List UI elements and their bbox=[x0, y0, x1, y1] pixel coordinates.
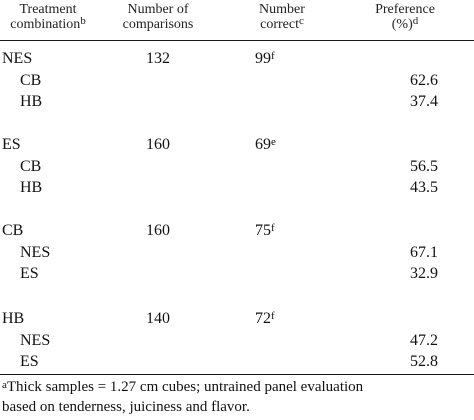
header-comparisons-line2: comparisons bbox=[122, 17, 194, 32]
correct-number: 99 bbox=[255, 50, 271, 67]
header-correct-text: correct bbox=[260, 17, 299, 32]
header-preference-sup: d bbox=[412, 15, 419, 27]
preference-value: 43.5 bbox=[410, 179, 438, 196]
correct-value: 69e bbox=[255, 136, 276, 154]
footnote-line1: aThick samples = 1.27 cm cubes; untraine… bbox=[2, 378, 363, 396]
preference-value: 62.6 bbox=[410, 72, 438, 89]
footnote-text1: Thick samples = 1.27 cm cubes; untrained… bbox=[6, 379, 364, 395]
correct-value: 99f bbox=[255, 50, 275, 68]
correct-sup: e bbox=[271, 136, 276, 148]
header-preference-line1: Preference bbox=[375, 2, 435, 17]
correct-number: 72 bbox=[255, 310, 271, 327]
footnote-marker: a bbox=[2, 379, 7, 391]
preference-value: 52.8 bbox=[410, 353, 438, 370]
header-preference-line2: (%)d bbox=[362, 15, 448, 32]
correct-number: 75 bbox=[255, 222, 271, 239]
comparisons-value: 132 bbox=[146, 50, 170, 67]
header-correct-sup: c bbox=[298, 15, 304, 27]
preference-value: 67.1 bbox=[410, 244, 438, 261]
row-label: HB bbox=[20, 179, 43, 196]
header-correct: Number correctc bbox=[244, 2, 320, 32]
header-comparisons-line1: Number of bbox=[127, 2, 189, 17]
header-preference-text: (%) bbox=[391, 17, 413, 32]
correct-sup: f bbox=[271, 310, 275, 322]
header-treatment-line1: Treatment bbox=[19, 2, 77, 17]
header-treatment-text: combination bbox=[10, 17, 81, 32]
header-comparisons: Number of comparisons bbox=[106, 2, 210, 32]
group-label: HB bbox=[2, 310, 25, 327]
row-label: CB bbox=[20, 158, 42, 175]
row-label: ES bbox=[20, 265, 39, 282]
preference-value: 56.5 bbox=[410, 158, 438, 175]
correct-value: 75f bbox=[255, 222, 275, 240]
footnote-line2: based on tenderness, juiciness and flavo… bbox=[2, 399, 250, 415]
comparisons-value: 160 bbox=[146, 136, 170, 153]
correct-sup: f bbox=[271, 222, 275, 234]
row-label: HB bbox=[20, 93, 43, 110]
header-correct-line2: correctc bbox=[244, 15, 320, 32]
comparisons-value: 140 bbox=[146, 310, 170, 327]
correct-number: 69 bbox=[255, 136, 271, 153]
preference-value: 32.9 bbox=[410, 265, 438, 282]
header-treatment: Treatment combinationb bbox=[0, 2, 96, 32]
header-correct-line1: Number bbox=[259, 2, 305, 17]
group-label: ES bbox=[2, 136, 21, 153]
row-label: ES bbox=[20, 353, 39, 370]
preference-value: 47.2 bbox=[410, 332, 438, 349]
row-label: NES bbox=[20, 244, 51, 261]
correct-value: 72f bbox=[255, 310, 275, 328]
correct-sup: f bbox=[271, 50, 275, 62]
row-label: NES bbox=[20, 332, 51, 349]
group-label: CB bbox=[2, 222, 24, 239]
comparisons-value: 160 bbox=[146, 222, 170, 239]
header-rule bbox=[0, 40, 474, 41]
preference-value: 37.4 bbox=[410, 93, 438, 110]
header-treatment-sup: b bbox=[80, 15, 86, 27]
header-treatment-line2: combinationb bbox=[0, 15, 96, 32]
group-label: NES bbox=[2, 50, 33, 67]
header-preference: Preference (%)d bbox=[362, 2, 448, 32]
footer-rule bbox=[0, 374, 474, 375]
row-label: CB bbox=[20, 72, 42, 89]
